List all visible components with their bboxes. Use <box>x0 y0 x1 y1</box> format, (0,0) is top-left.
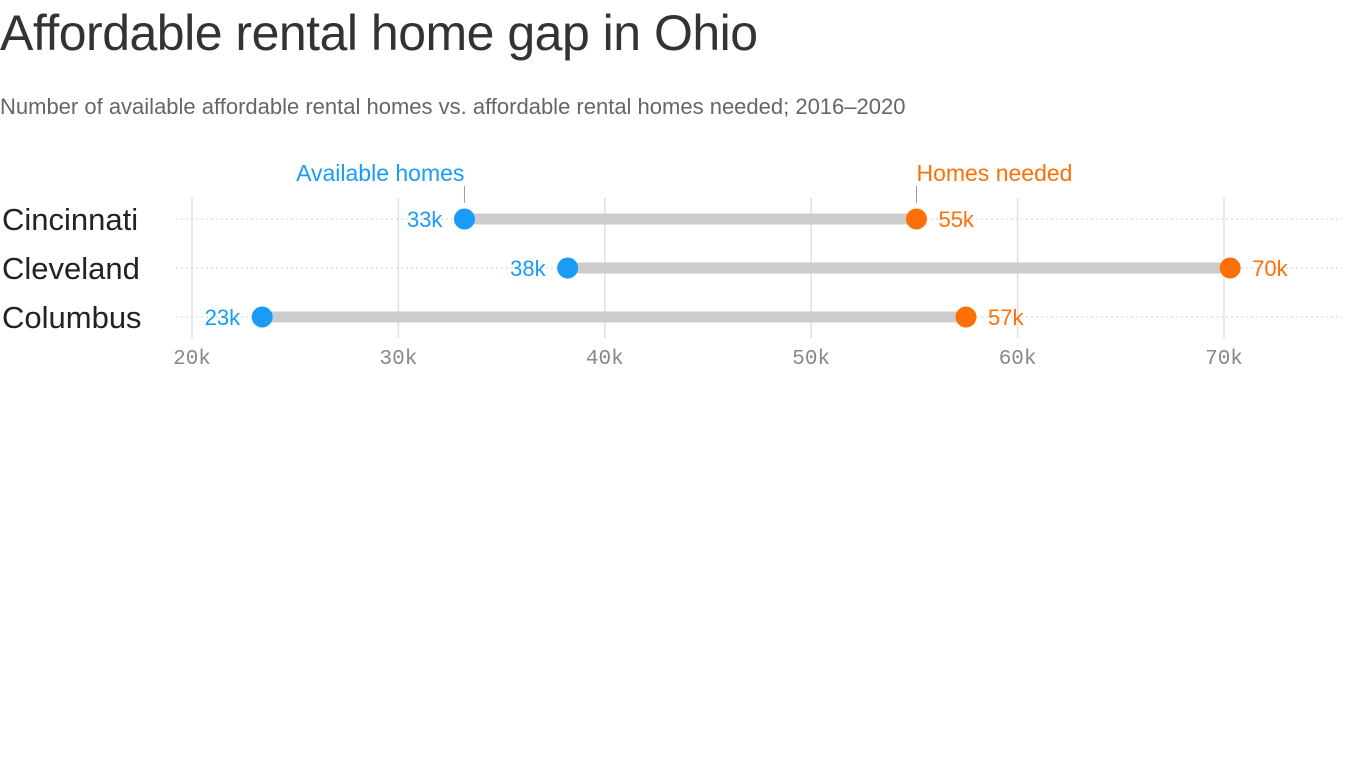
legend-label: Homes needed <box>916 160 1072 186</box>
data-label: 38k <box>510 256 546 281</box>
chart-subtitle: Number of available affordable rental ho… <box>0 94 906 119</box>
x-tick-label: 70k <box>1205 348 1243 371</box>
data-label: 57k <box>988 305 1024 330</box>
dot-needed <box>905 208 927 230</box>
category-label: Columbus <box>2 300 142 335</box>
legend-label: Available homes <box>296 160 464 186</box>
dumbbell-chart: 20k 30k 40k 50k 60k 70k Cincinnati 33k 55k Clevel… <box>2 160 1342 371</box>
data-label: 70k <box>1252 256 1288 281</box>
x-tick-label: 50k <box>792 348 830 371</box>
dot-available <box>251 306 273 328</box>
x-tick-label: 20k <box>173 348 211 371</box>
x-tick-label: 40k <box>586 348 624 371</box>
chart-title: Affordable rental home gap in Ohio <box>0 5 758 61</box>
dot-available <box>557 257 579 279</box>
data-label: 33k <box>407 207 443 232</box>
dot-needed <box>1219 257 1241 279</box>
category-label: Cleveland <box>2 251 140 286</box>
data-label: 23k <box>205 305 241 330</box>
dot-needed <box>955 306 977 328</box>
dot-available <box>453 208 475 230</box>
x-tick-label: 60k <box>999 348 1037 371</box>
data-label: 55k <box>938 207 974 232</box>
category-label: Cincinnati <box>2 202 138 237</box>
x-tick-label: 30k <box>379 348 417 371</box>
